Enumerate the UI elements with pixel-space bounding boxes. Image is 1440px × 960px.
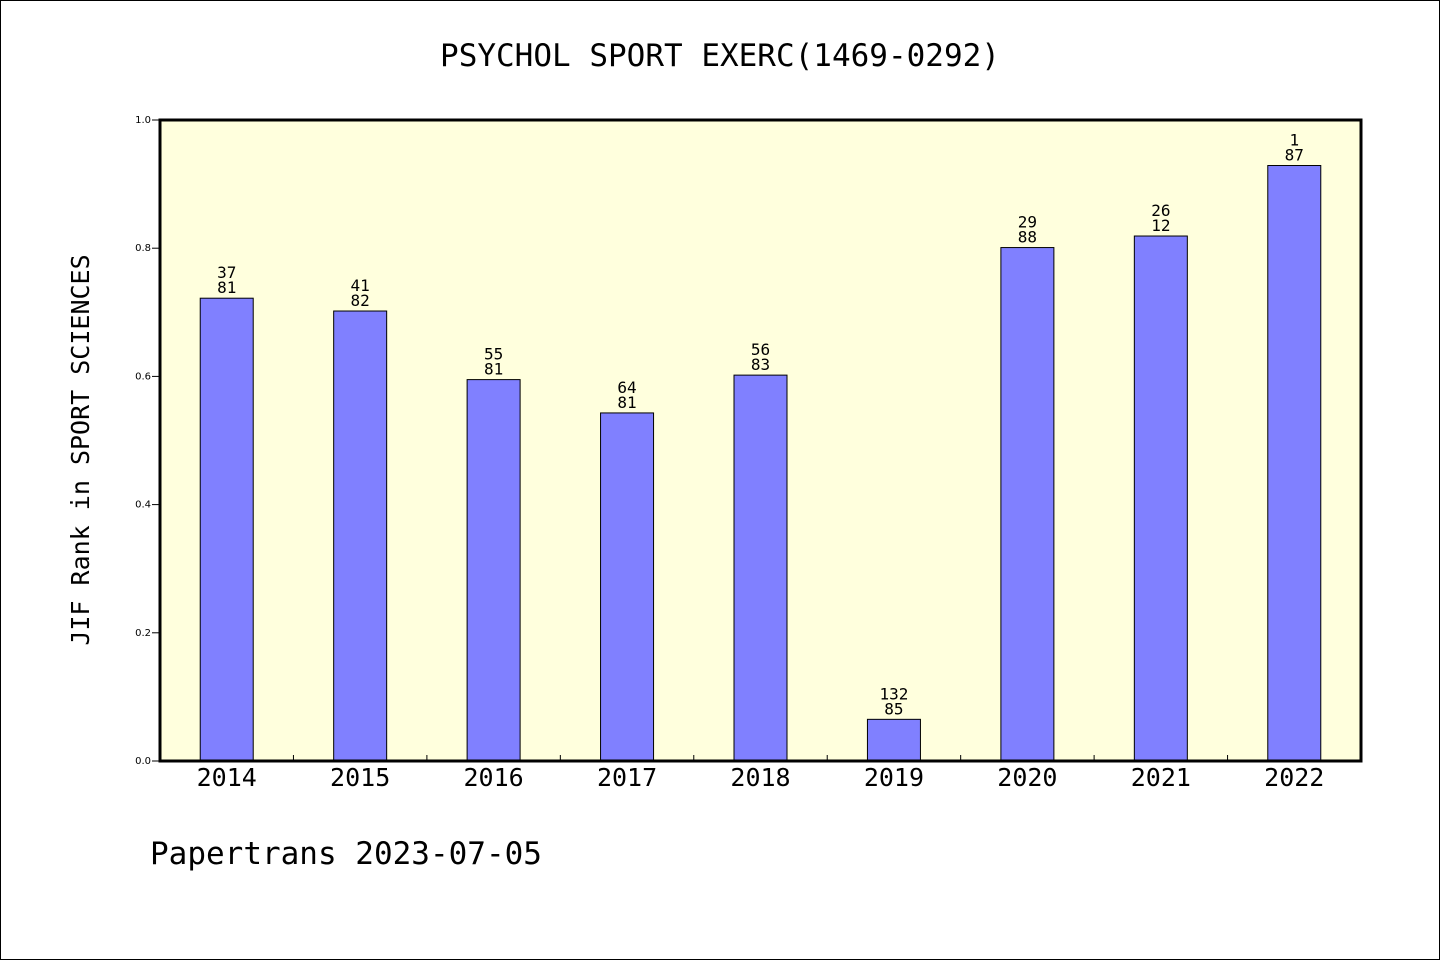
- y-axis-label: JIF Rank in SPORT SCIENCES: [66, 254, 95, 645]
- plot-border: [158, 118, 1363, 763]
- bar-label-bottom-2020: 88: [1018, 228, 1037, 247]
- bar-2015: [333, 310, 388, 762]
- footer-text: Papertrans 2023-07-05: [150, 836, 542, 872]
- x-tick-label-2022: 2022: [1264, 763, 1324, 792]
- y-tick-label-5: 1.0: [135, 115, 151, 126]
- x-tick-label-2015: 2015: [330, 763, 390, 792]
- y-tick-label-2: 0.4: [135, 500, 151, 511]
- x-tick-label-2018: 2018: [730, 763, 790, 792]
- x-tick-label-2017: 2017: [597, 763, 657, 792]
- bar-label-top-2022: 1: [1289, 131, 1299, 150]
- y-tick-label-3: 0.6: [135, 371, 151, 382]
- bar-2016: [466, 379, 521, 762]
- bar-label-top-2019: 132: [879, 684, 908, 703]
- x-tick-label-2019: 2019: [864, 763, 924, 792]
- x-tick-label-2021: 2021: [1131, 763, 1191, 792]
- bar-label-top-2017: 64: [617, 378, 636, 397]
- bar-label-bottom-2017: 81: [617, 393, 636, 412]
- bar-2018: [733, 374, 788, 762]
- chart-title: PSYCHOL SPORT EXERC(1469-0292): [440, 38, 1000, 74]
- bar-label-bottom-2014: 81: [217, 278, 236, 297]
- bar-label-top-2020: 29: [1018, 213, 1037, 232]
- bar-2022: [1267, 165, 1322, 762]
- bar-label-top-2021: 26: [1151, 201, 1170, 220]
- bar-label-bottom-2015: 82: [351, 291, 370, 310]
- x-tick-label-2016: 2016: [464, 763, 524, 792]
- bar-2021: [1133, 235, 1188, 762]
- bar-label-top-2015: 41: [351, 276, 370, 295]
- bar-2014: [199, 297, 254, 762]
- bar-label-bottom-2016: 81: [484, 360, 503, 379]
- bar-label-bottom-2019: 85: [884, 699, 903, 718]
- bar-label-top-2014: 37: [217, 263, 236, 282]
- bar-label-bottom-2021: 12: [1151, 216, 1170, 235]
- bar-2017: [600, 412, 655, 762]
- y-tick-label-1: 0.2: [135, 628, 151, 639]
- bar-label-bottom-2022: 87: [1285, 146, 1304, 165]
- bar-2020: [1000, 247, 1055, 762]
- bar-label-top-2016: 55: [484, 345, 503, 364]
- ticks-layer: 2014 2015 2016 2017 2018 2019 2020 2021 2022 0.0 0…: [135, 115, 1324, 792]
- bar-label-top-2018: 56: [751, 340, 770, 359]
- bar-label-bottom-2018: 83: [751, 355, 770, 374]
- x-tick-label-2020: 2020: [997, 763, 1057, 792]
- bar-2019: [866, 718, 921, 762]
- y-tick-label-4: 0.8: [135, 243, 151, 254]
- y-tick-label-0: 0.0: [135, 756, 151, 767]
- x-tick-label-2014: 2014: [197, 763, 257, 792]
